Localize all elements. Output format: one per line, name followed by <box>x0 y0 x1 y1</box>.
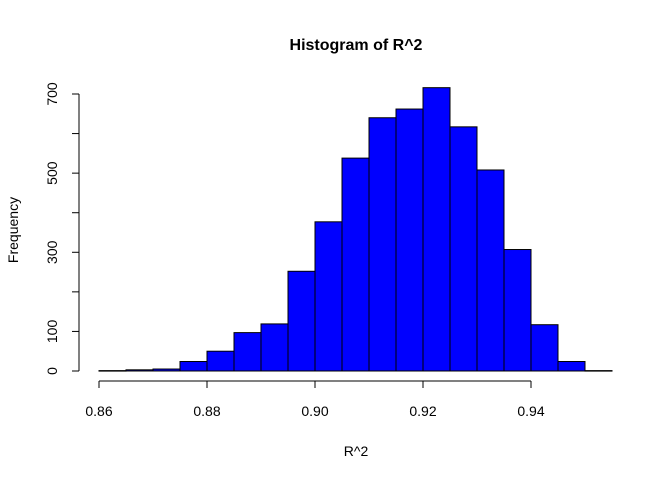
x-tick-label-4: 0.94 <box>517 403 544 419</box>
histogram-bar-15 <box>503 249 532 372</box>
y-axis-label: Frequency <box>5 197 21 263</box>
histogram-bar-16 <box>530 324 559 372</box>
x-axis-label: R^2 <box>344 443 369 459</box>
histogram-bar-6 <box>260 323 289 372</box>
histogram-bar-18 <box>584 370 613 372</box>
histogram-bar-8 <box>314 221 343 372</box>
histogram-bar-1 <box>125 369 154 372</box>
histogram-bar-0 <box>98 370 127 372</box>
bars-group <box>98 87 613 372</box>
y-tick-label-7: 700 <box>44 82 60 106</box>
histogram-bar-13 <box>449 126 478 372</box>
histogram-bar-2 <box>152 368 181 372</box>
histogram-bar-17 <box>557 361 586 372</box>
x-tick-label-2: 0.90 <box>301 403 328 419</box>
y-tick-label-1: 100 <box>44 320 60 344</box>
histogram-bar-10 <box>368 117 397 372</box>
y-tick-label-0: 0 <box>44 367 60 375</box>
histogram-bar-5 <box>233 332 262 372</box>
y-axis: 0 100 300 500 700 <box>44 82 80 375</box>
histogram-bar-9 <box>341 157 370 372</box>
histogram-bar-12 <box>422 87 451 372</box>
histogram-bar-4 <box>206 350 235 372</box>
histogram-bar-11 <box>395 108 424 372</box>
x-tick-label-3: 0.92 <box>409 403 436 419</box>
x-tick-label-1: 0.88 <box>193 403 220 419</box>
x-tick-label-0: 0.86 <box>85 403 112 419</box>
chart-title: Histogram of R^2 <box>290 37 423 54</box>
y-tick-label-5: 500 <box>44 161 60 185</box>
histogram-bar-14 <box>476 169 505 372</box>
histogram-bar-7 <box>287 270 316 372</box>
y-tick-label-3: 300 <box>44 240 60 264</box>
histogram-bar-3 <box>179 361 208 372</box>
x-axis: 0.86 0.88 0.90 0.92 0.94 <box>85 380 545 419</box>
